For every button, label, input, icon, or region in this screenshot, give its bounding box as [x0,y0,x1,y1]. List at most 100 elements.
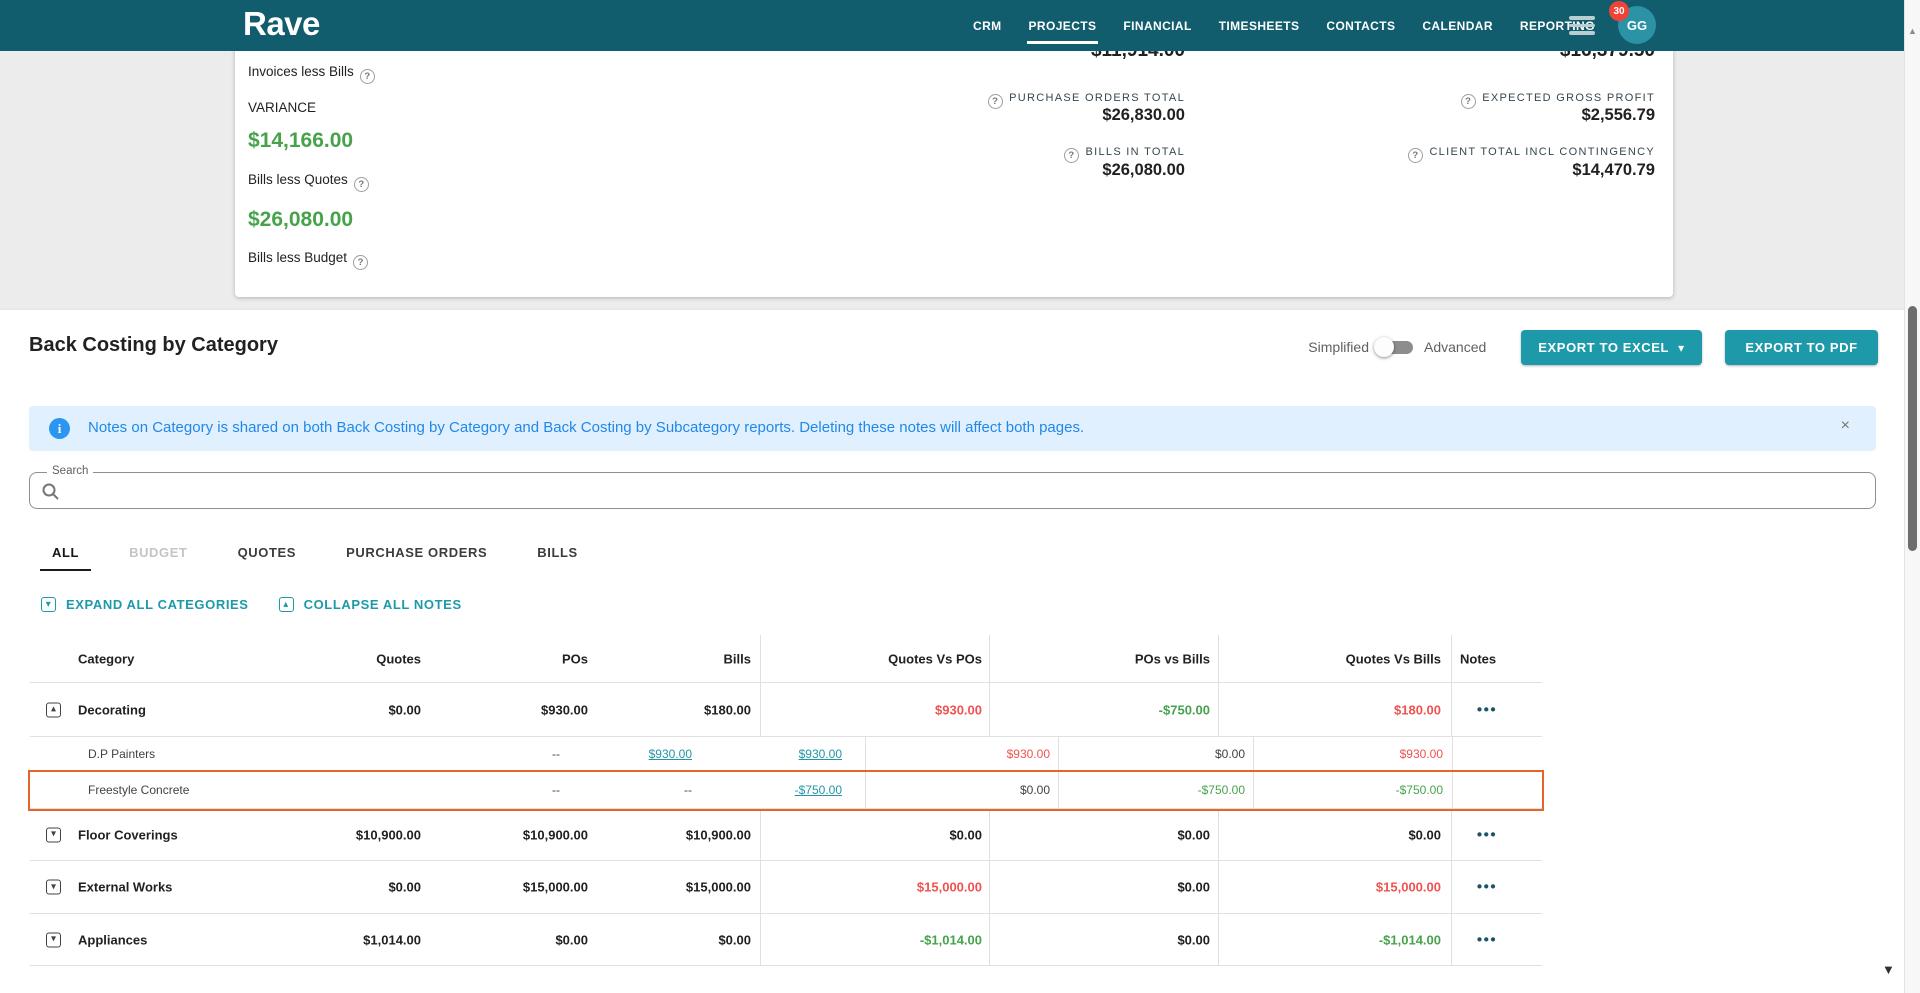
column-divider [760,683,761,736]
pos-vs-bills-value: $0.00 [1177,827,1210,842]
simplified-advanced-toggle[interactable] [1374,334,1415,360]
column-divider [1218,914,1219,965]
pos-value: $15,000.00 [522,879,588,895]
nav-item-financial[interactable]: FINANCIAL [1123,18,1192,33]
nav-item-calendar[interactable]: CALENDAR [1422,18,1493,33]
header-pos-vs-bills: POs vs Bills [1134,651,1210,666]
pos-vs-bills-value: -$750.00 [1158,702,1210,717]
help-icon[interactable]: ? [1461,94,1477,109]
notes-more-button[interactable]: ••• [1476,826,1498,843]
pos-value: $0.00 [555,932,588,947]
quotes-vs-pos-value: -$1,014.00 [919,932,982,947]
supplier-name: D.P Painters [88,747,156,761]
expand-all-categories-link[interactable]: ▾ EXPAND ALL CATEGORIES [41,597,249,612]
vertical-scrollbar[interactable]: ▲ [1904,0,1920,993]
column-divider [1058,772,1059,808]
column-divider [1451,809,1452,860]
search-field: Search [29,465,1876,509]
quotes-value: $1,014.00 [363,932,421,947]
search-floating-label: Search [47,465,94,477]
search-input[interactable] [70,475,1850,506]
help-icon[interactable]: ? [988,94,1004,109]
help-icon[interactable]: ? [1408,148,1424,163]
export-to-pdf-button[interactable]: EXPORT TO PDF [1725,330,1878,365]
quotes-vs-bills-value: $180.00 [1394,702,1441,717]
tab-all[interactable]: ALL [40,537,92,571]
bills-less-budget-label: Bills less Budget? [248,250,369,270]
expand-category-icon[interactable]: ▾ [46,932,61,947]
column-divider [1218,809,1219,860]
column-divider [1451,683,1452,736]
table-header-row: Category Quotes POs Bills Quotes Vs POs … [30,635,1542,683]
scrollbar-thumb[interactable] [1908,306,1917,551]
bills-value: $10,900.00 [685,827,751,842]
nav-item-projects[interactable]: PROJECTS [1026,18,1099,44]
export-to-excel-button[interactable]: EXPORT TO EXCEL ▾ [1521,330,1702,365]
help-icon[interactable]: ? [359,69,375,84]
quotes-vs-bills-value: $15,000.00 [1375,879,1441,895]
quotes-vs-pos-value: $930.00 [1006,747,1050,761]
notes-more-button[interactable]: ••• [1476,878,1498,896]
chevron-down-icon: ▾ [1678,340,1685,355]
avatar-initials: GG [1626,17,1648,33]
column-divider [1452,772,1453,808]
table-row: ▾ Appliances $1,014.00 $0.00 $0.00 -$1,0… [30,914,1542,966]
notes-more-button[interactable]: ••• [1476,701,1498,718]
notes-more-button[interactable]: ••• [1476,931,1498,948]
tab-purchase-orders[interactable]: PURCHASE ORDERS [346,545,488,560]
pos-value-link[interactable]: $930.00 [648,747,692,761]
tab-budget: BUDGET [129,545,188,560]
pos-vs-bills-value: $0.00 [1177,932,1210,947]
quotes-vs-pos-value: $0.00 [1019,783,1050,797]
back-costing-panel: Back Costing by Category Simplified Adva… [0,310,1920,993]
help-icon[interactable]: ? [1064,148,1080,163]
collapse-all-notes-link[interactable]: ▴ COLLAPSE ALL NOTES [278,597,462,612]
expand-category-icon[interactable]: ▾ [46,827,61,842]
scroll-up-icon[interactable]: ▲ [1908,26,1917,36]
expected-gross-profit-label: ? EXPECTED GROSS PROFIT [1461,92,1655,109]
nav-item-reporting[interactable]: REPORTING [1519,18,1595,33]
column-divider [1218,683,1219,736]
scroll-down-icon[interactable]: ▼ [1882,962,1895,977]
bills-value-link[interactable]: $930.00 [798,747,842,761]
tab-bills[interactable]: BILLS [537,545,578,560]
collapse-category-icon[interactable]: ▴ [46,702,61,717]
quotes-vs-pos-value: $15,000.00 [916,879,982,895]
column-divider [1451,914,1452,965]
invoices-less-bills-label: Invoices less Bills? [248,64,375,84]
nav-item-crm[interactable]: CRM [973,18,1002,33]
table-actions: ▾ EXPAND ALL CATEGORIES ▴ COLLAPSE ALL N… [41,597,462,612]
header-bills: Bills [723,651,751,666]
expand-category-icon[interactable]: ▾ [46,879,61,895]
user-avatar[interactable]: GG 30 [1609,1,1656,44]
nav-item-contacts[interactable]: CONTACTS [1326,18,1396,33]
bills-value: $15,000.00 [685,879,751,895]
quotes-vs-bills-value: -$1,014.00 [1378,932,1441,947]
hamburger-menu-icon[interactable] [1569,16,1595,36]
column-divider [1452,737,1453,771]
bills-value-link[interactable]: -$750.00 [794,783,842,797]
close-icon[interactable]: × [1840,417,1850,434]
pos-vs-bills-value: $0.00 [1177,879,1210,895]
bills-in-total-label: ? BILLS IN TOTAL [1064,146,1185,163]
column-divider [1253,737,1254,771]
help-icon[interactable]: ? [353,177,369,192]
help-icon[interactable]: ? [353,255,369,270]
caret-up-square-icon: ▴ [278,597,294,612]
header-quotes-vs-bills: Quotes Vs Bills [1345,651,1441,666]
tab-quotes[interactable]: QUOTES [237,545,297,560]
app-logo[interactable]: Rave [243,5,320,42]
column-divider [989,809,990,860]
table-row: ▾ Floor Coverings $10,900.00 $10,900.00 … [30,809,1542,861]
nav-item-timesheets[interactable]: TIMESHEETS [1218,18,1300,33]
pos-value: $930.00 [541,702,588,717]
column-divider [1451,635,1452,682]
notification-badge: 30 [1609,1,1629,21]
column-divider [1218,635,1219,682]
category-name: Floor Coverings [78,827,178,842]
caret-down-square-icon: ▾ [41,597,56,612]
table-row: ▾ External Works $0.00 $15,000.00 $15,00… [30,861,1542,914]
toggle-advanced-label: Advanced [1424,339,1487,355]
category-name: External Works [78,879,173,895]
bills-less-quotes-label: Bills less Quotes? [248,172,369,192]
